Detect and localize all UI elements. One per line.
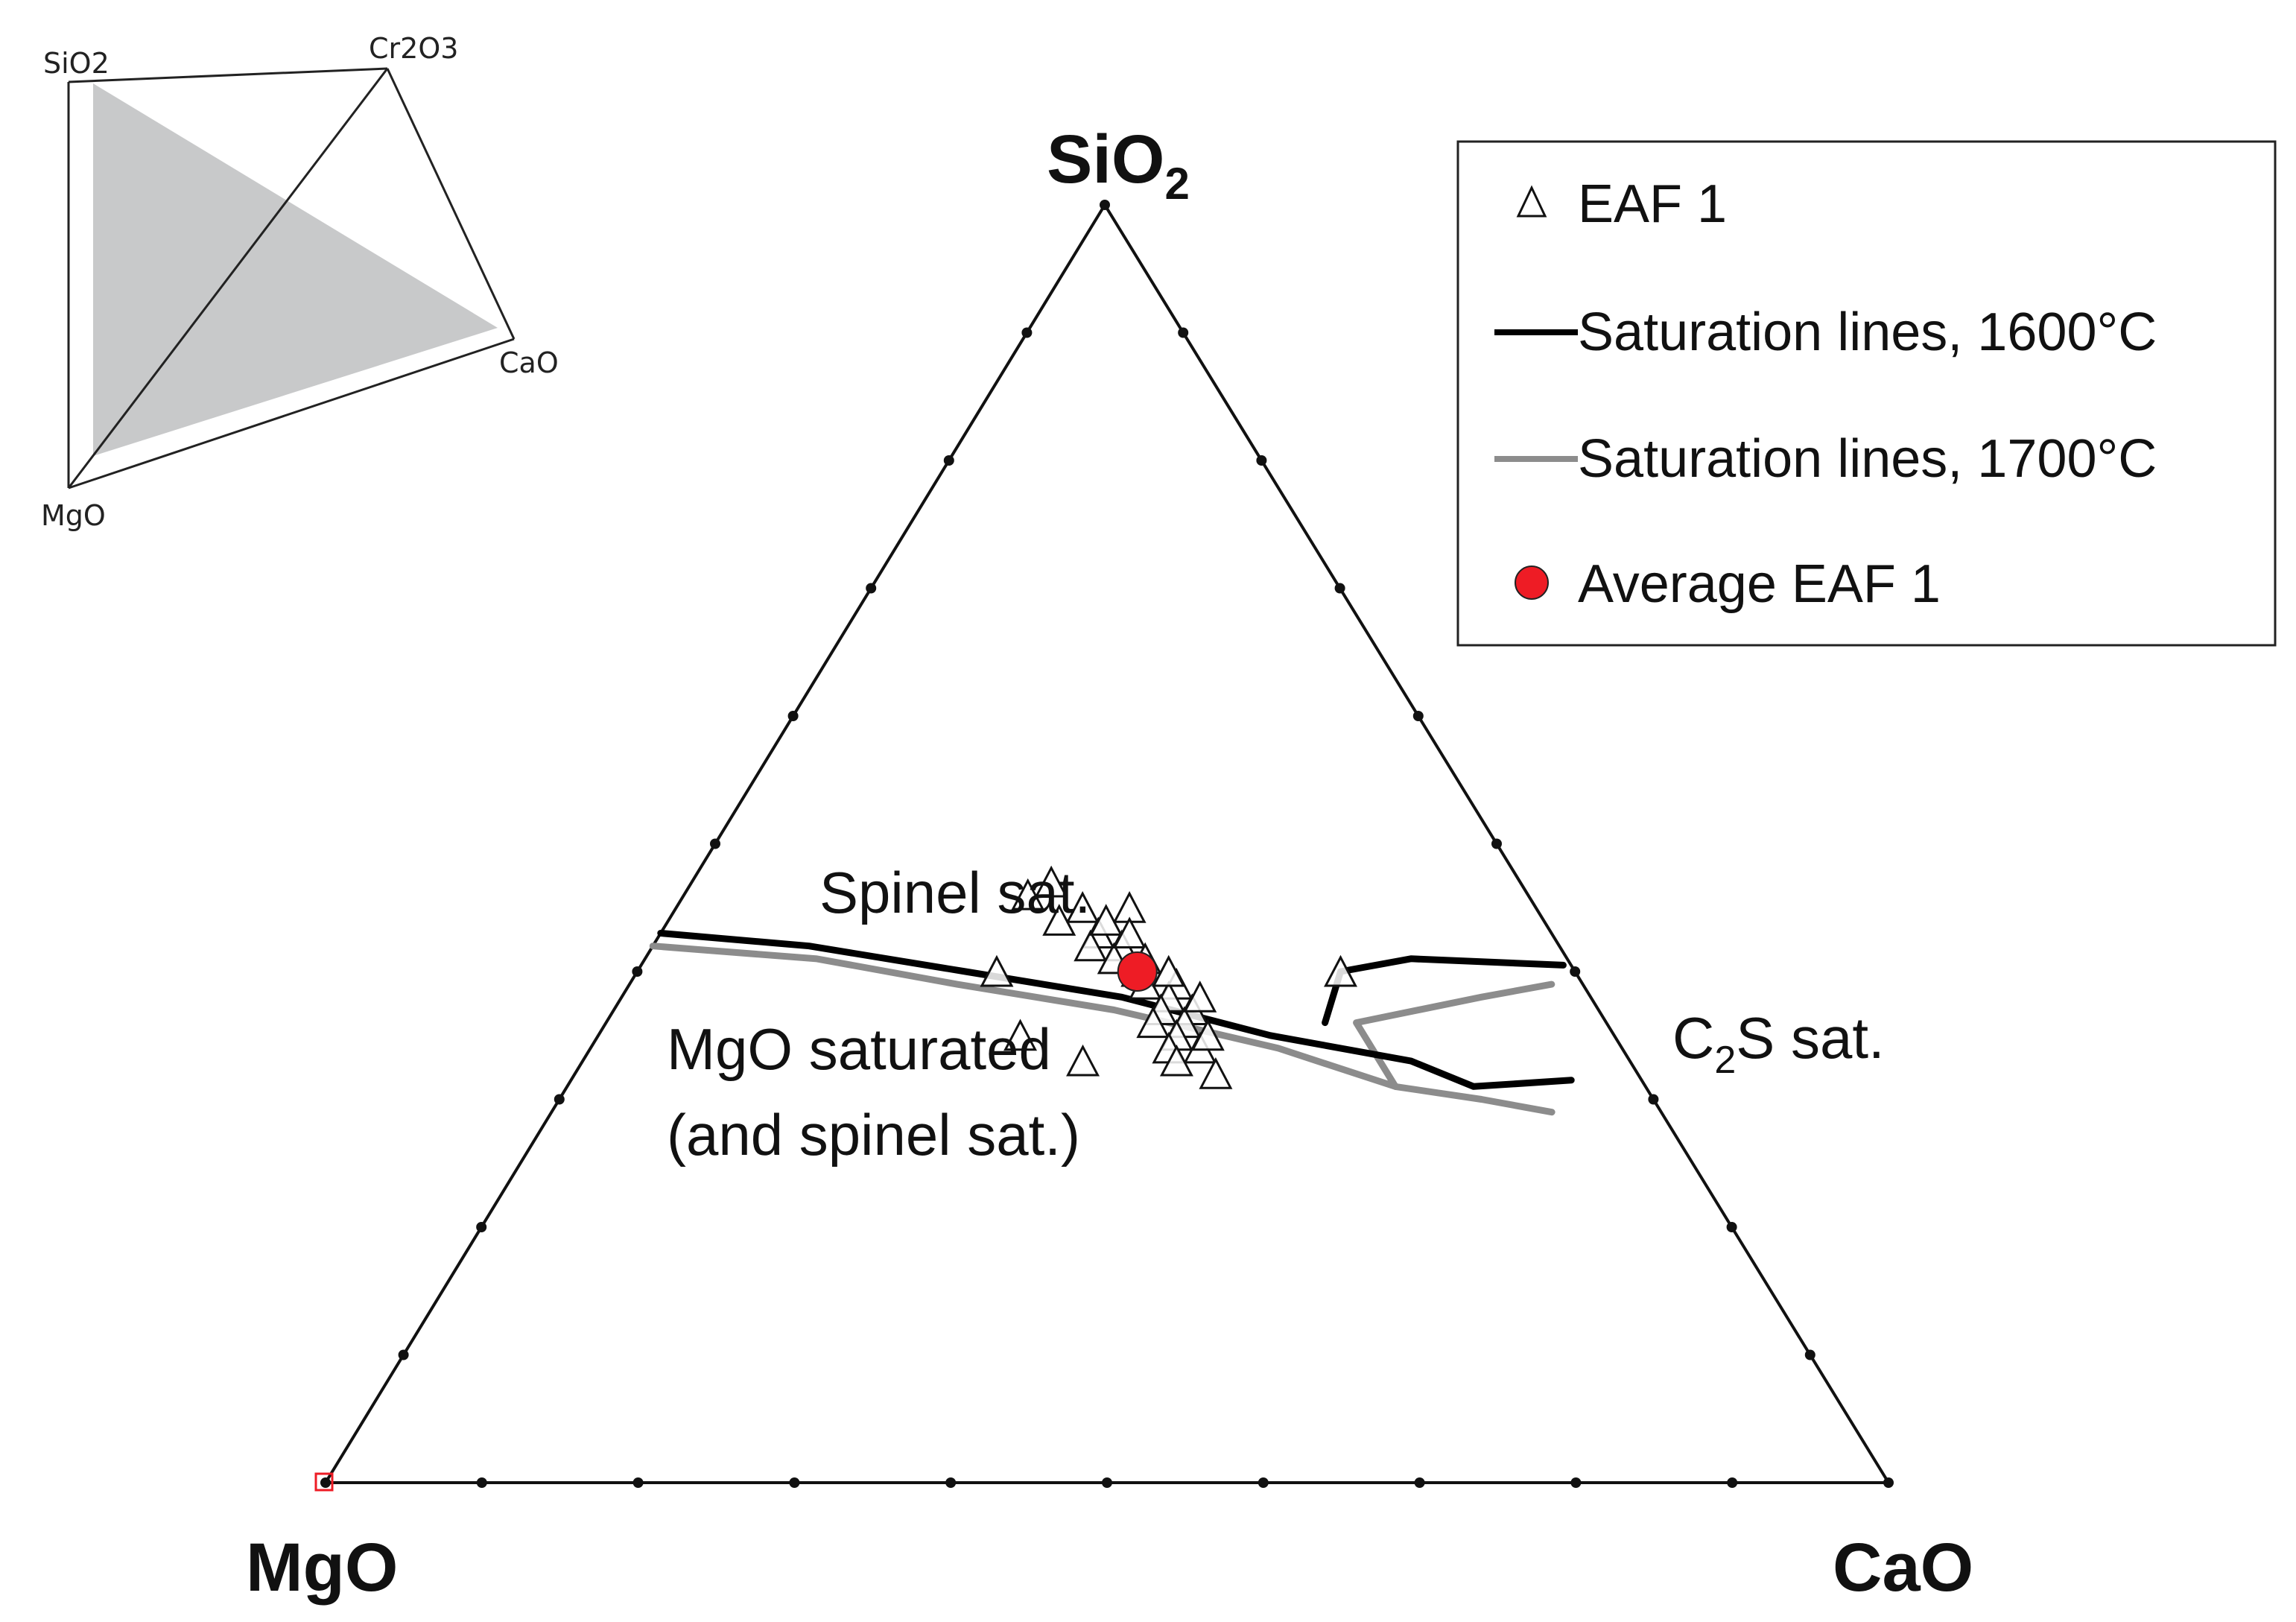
spinel-sat-label: Spinel sat. [819,860,1091,925]
eaf1-point [1042,904,1076,936]
legend-box [1456,140,2277,647]
eaf1-point [1065,891,1100,923]
mgo-saturated-line-2: (and spinel sat.) [667,1102,1080,1168]
legend-marker-eaf1 [1516,185,1547,218]
tick-dot [866,583,877,594]
eaf1-point [1112,916,1147,949]
tick-dot [554,1094,565,1105]
tick-dot [943,455,954,466]
legend-label-1700: Saturation lines, 1700°C [1578,429,2157,489]
corner-label-sio2: SiO2 [1047,121,1190,209]
eaf1-point [1074,929,1108,962]
tick-dot [1412,711,1424,721]
inset-label-sio2: SiO2 [43,47,110,80]
inset-label-cao: CaO [499,346,559,379]
tick-dot [945,1477,957,1488]
eaf1-point [1003,1018,1038,1051]
legend: EAF 1 Saturation lines, 1600°C Saturatio… [1456,140,2277,647]
data-points [980,865,1357,1089]
inset-shaded-plane [93,83,498,456]
eaf1-point [1034,865,1068,898]
tick-dot [1334,583,1345,594]
mgo-saturated-label: MgO saturated (and spinel sat.) [667,1016,1080,1168]
eaf1-point [1136,1006,1170,1039]
corner-label-cao: CaO [1833,1530,1973,1606]
tick-dot [1727,1477,1738,1488]
tick-dot [1491,838,1502,849]
inset-label-mgo: MgO [41,499,106,532]
tick-dot [1804,1349,1815,1360]
tick-dot [476,1477,487,1488]
average-eaf1-point [1117,951,1158,992]
inset-tetrahedron: SiO2 Cr2O3 CaO MgO [41,32,559,532]
eaf1-point [1089,904,1123,936]
inset-label-cr2o3: Cr2O3 [369,32,458,65]
eaf1-point [1190,1018,1225,1051]
tick-dot [1414,1477,1425,1488]
mgo-corner-marker [314,1472,334,1492]
tick-marks [320,200,1894,1488]
eaf1-point [1199,1056,1233,1089]
tick-dot [787,711,799,721]
legend-label-1600: Saturation lines, 1600°C [1578,302,2157,362]
legend-label-eaf1: EAF 1 [1578,174,1727,234]
tick-dot [1570,966,1581,977]
inset-edge [68,67,388,83]
tick-dot [1726,1222,1737,1232]
mgo-saturated-line-1: MgO saturated [667,1016,1051,1082]
tick-dot [320,1477,331,1488]
legend-marker-average [1515,566,1549,600]
eaf1-point [1152,954,1186,987]
tick-dot [1178,327,1189,338]
inset-edge [68,338,515,490]
saturation-line-1600 [1322,955,1567,1027]
inset-edge [67,68,389,489]
c2s-sat-label: C2S sat. [1672,1005,1885,1082]
tick-dot [1021,327,1033,338]
tick-dot [789,1477,800,1488]
tick-dot [476,1222,487,1232]
inset-edge [386,68,516,340]
tick-dot [1648,1094,1659,1105]
eaf1-point [1324,954,1357,987]
saturation-line-1700 [1353,981,1555,1090]
eaf1-point [1183,981,1217,1013]
tick-dot [632,1477,644,1488]
eaf1-point [980,954,1014,987]
tick-dot [632,966,643,977]
tick-dot [1102,1477,1112,1488]
eaf1-point [1066,1044,1100,1077]
tick-dot [1570,1477,1582,1488]
legend-label-average: Average EAF 1 [1578,554,1941,614]
corner-label-mgo: MgO [246,1530,398,1606]
eaf1-point [1159,1044,1193,1077]
tick-dot [1100,200,1110,210]
eaf1-point [1011,878,1045,910]
tick-dot [710,838,720,849]
tick-dot [1258,1477,1269,1488]
tick-dot [398,1349,409,1360]
tick-dot [1883,1477,1894,1488]
tick-dot [1256,455,1267,466]
